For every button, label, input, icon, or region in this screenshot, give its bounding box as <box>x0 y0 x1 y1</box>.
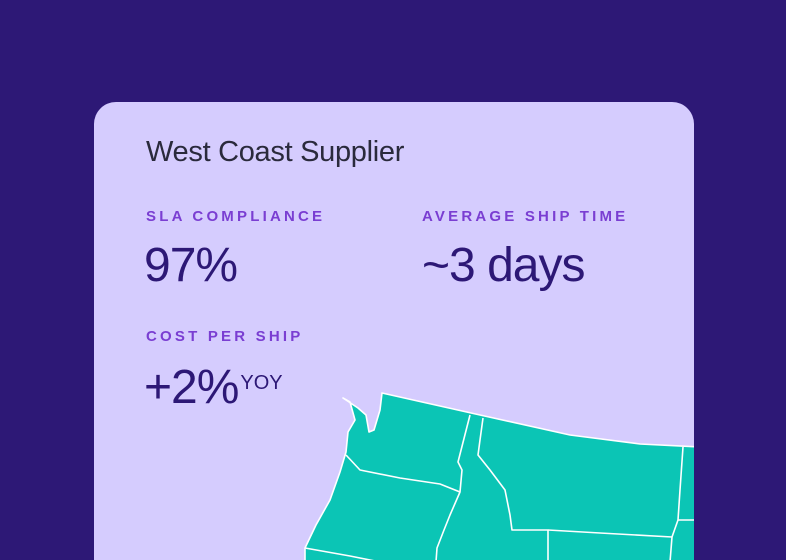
state-border <box>345 414 471 493</box>
metric-number: +2% <box>144 361 239 414</box>
map <box>304 392 694 560</box>
metric-label: AVERAGE SHIP TIME <box>422 208 629 225</box>
metric-label: SLA COMPLIANCE <box>146 208 326 225</box>
state-border <box>304 547 375 560</box>
metric-value: ~3 days <box>422 239 585 292</box>
state-border <box>547 529 673 538</box>
state-border <box>477 417 549 560</box>
card-title: West Coast Supplier <box>146 136 405 168</box>
metric-label: COST PER SHIP <box>146 328 304 345</box>
supplier-card: West Coast Supplier SLA COMPLIANCE 97% A… <box>94 102 694 560</box>
metric-suffix: YOY <box>240 372 283 394</box>
state-border <box>435 491 461 560</box>
map-region <box>304 392 694 560</box>
metric-value: +2% YOY <box>144 360 283 415</box>
metric-value: 97% <box>144 239 238 292</box>
